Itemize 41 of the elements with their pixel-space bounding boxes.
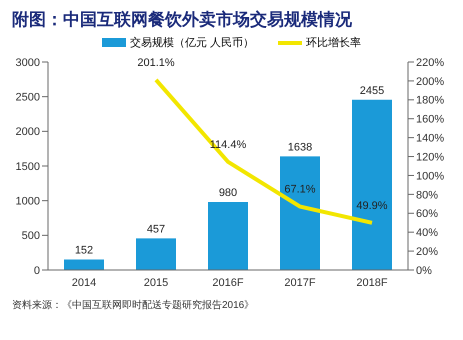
- data-label: 49.9%: [356, 200, 388, 212]
- y2-tick-label: 20%: [416, 246, 438, 258]
- chart-title: 附图：中国互联网餐饮外卖市场交易规模情况: [12, 9, 353, 31]
- data-label: 201.1%: [137, 56, 175, 69]
- y-tick-label: 1500: [16, 160, 40, 173]
- text: 资料来源：《中国互联网即时配送专题研究报告2016》: [12, 298, 256, 312]
- bar: [352, 100, 392, 270]
- y-tick-label: 2000: [16, 126, 40, 138]
- y-tick-label: 500: [22, 230, 40, 242]
- x-tick-label: 2016F: [212, 276, 244, 289]
- data-label: 457: [146, 223, 166, 236]
- y2-tick-label: 100%: [416, 170, 444, 182]
- x-tick-label: 2017F: [284, 276, 316, 289]
- y2-tick-label: 120%: [416, 151, 444, 164]
- data-label: 67.1%: [284, 184, 316, 196]
- y2-tick-label: 160%: [416, 114, 444, 126]
- x-tick-label: 2014: [72, 276, 96, 289]
- y2-tick-label: 180%: [416, 94, 444, 107]
- x-tick-label: 2018F: [356, 276, 388, 289]
- legend-label: 交易规模（亿元 人民币）: [130, 36, 254, 50]
- y2-tick-label: 60%: [416, 208, 438, 220]
- y2-tick-label: 0%: [416, 264, 432, 277]
- data-label: 980: [218, 187, 238, 200]
- y-tick-label: 1000: [16, 196, 40, 208]
- y2-tick-label: 80%: [416, 189, 438, 202]
- bar: [208, 202, 248, 270]
- data-label: 152: [74, 244, 94, 256]
- data-label: 2455: [360, 84, 384, 97]
- y2-tick-label: 40%: [416, 227, 438, 240]
- y2-tick-label: 200%: [416, 76, 444, 88]
- y-tick-label: 0: [34, 264, 40, 277]
- y-tick-label: 3000: [16, 56, 40, 69]
- y2-tick-label: 220%: [416, 56, 444, 69]
- bar: [280, 156, 320, 270]
- x-tick-label: 2015: [144, 276, 168, 289]
- bar: [64, 259, 104, 270]
- bar: [136, 238, 176, 270]
- y-tick-label: 2500: [16, 92, 40, 104]
- y2-tick-label: 140%: [416, 132, 444, 145]
- legend-label: 环比增长率: [306, 36, 362, 50]
- data-label: 1638: [288, 141, 312, 154]
